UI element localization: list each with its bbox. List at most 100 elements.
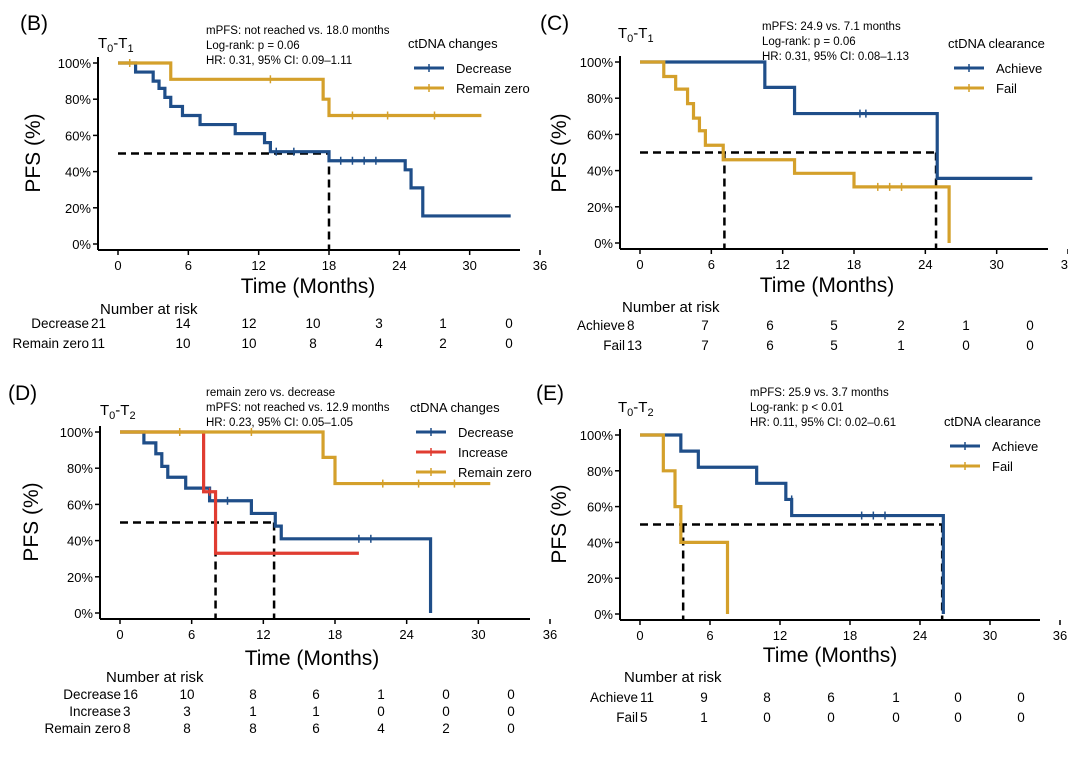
x-axis-title: Time (Months) [241, 275, 376, 298]
x-tick-label: 36 [543, 627, 557, 642]
series-achieve [640, 433, 945, 614]
panel-label: (B) [20, 12, 48, 35]
risk-value: 6 [766, 338, 774, 353]
y-tick-label: 20% [67, 570, 93, 585]
legend-title: ctDNA changes [408, 36, 498, 51]
risk-value: 16 [123, 687, 138, 702]
x-tick-label: 12 [775, 257, 789, 272]
y-tick-label: 60% [67, 497, 93, 512]
legend: ctDNA changes Decrease Remain zero [408, 36, 530, 96]
timepoint-base: T [100, 402, 109, 419]
risk-value: 4 [377, 721, 385, 736]
x-tick-label: 24 [913, 628, 927, 643]
risk-value: 6 [827, 690, 835, 705]
y-tick-label: 20% [587, 200, 613, 215]
timepoint-sub: 0 [109, 410, 115, 422]
risk-value: 2 [897, 318, 905, 333]
km-curve [120, 430, 433, 613]
legend-label: Decrease [456, 61, 512, 76]
risk-value: 5 [830, 338, 838, 353]
legend: ctDNA clearance Achieve Fail [948, 36, 1045, 96]
risk-value: 6 [312, 687, 320, 702]
y-tick-label: 100% [60, 425, 94, 440]
timepoint-sub: 2 [129, 410, 135, 422]
risk-value: 8 [249, 687, 257, 702]
risk-value: 0 [962, 338, 970, 353]
x-axis-title: Time (Months) [763, 644, 898, 667]
risk-table: Number at risk Achieve 11 9 8 6 1 0 0 Fail 5 1 0 0 0 0 0 [590, 669, 1025, 725]
km-curve [640, 433, 730, 614]
y-tick-label: 100% [580, 55, 614, 70]
x-tick-label: 12 [773, 628, 787, 643]
legend-label: Achieve [992, 439, 1038, 454]
risk-value: 3 [183, 704, 191, 719]
series-achieve [640, 60, 1033, 180]
x-tick-label: 18 [328, 627, 342, 642]
km-curve [118, 61, 482, 118]
stats-line: remain zero vs. decrease [206, 387, 335, 399]
y-tick-label: 0% [72, 237, 91, 252]
risk-value: 1 [312, 704, 320, 719]
legend-label: Fail [996, 81, 1017, 96]
risk-row-label: Increase [69, 704, 121, 719]
panel-label: (D) [8, 382, 37, 405]
timepoint-base: T [618, 25, 627, 42]
risk-value: 0 [505, 336, 513, 351]
axes: 0% 20% 40% 60% 80% 100% 0 6 12 18 24 30 36 [580, 55, 1068, 272]
risk-value: 2 [442, 721, 450, 736]
risk-value: 0 [827, 710, 835, 725]
risk-table: Number at risk Achieve 8 7 6 5 2 1 0 Fail 13 7 6 5 1 0 0 [577, 299, 1034, 353]
x-tick-label: 36 [533, 258, 547, 273]
timepoint-sub: 1 [647, 33, 653, 45]
risk-value: 8 [309, 336, 317, 351]
y-tick-label: 40% [65, 165, 91, 180]
x-tick-label: 12 [256, 627, 270, 642]
risk-value: 1 [892, 690, 900, 705]
legend-label: Fail [992, 459, 1013, 474]
x-tick-label: 24 [392, 258, 406, 273]
axes: 0% 20% 40% 60% 80% 100% 0 6 12 18 24 30 36 [580, 428, 1067, 643]
stats-line: Log-rank: p = 0.06 [206, 40, 300, 52]
series-fail [640, 433, 730, 614]
series-remain-zero [120, 428, 491, 488]
risk-value: 1 [249, 704, 257, 719]
legend-title: ctDNA changes [410, 400, 500, 415]
risk-value: 8 [123, 721, 131, 736]
km-curve [640, 60, 951, 243]
risk-value: 0 [442, 687, 450, 702]
risk-value: 1 [897, 338, 905, 353]
risk-value: 8 [183, 721, 191, 736]
stats-line: Log-rank: p < 0.01 [750, 402, 844, 414]
risk-value: 0 [892, 710, 900, 725]
stats-line: HR: 0.31, 95% CI: 0.09–1.11 [206, 55, 352, 67]
y-tick-label: 80% [67, 461, 93, 476]
legend-label: Decrease [458, 425, 514, 440]
x-tick-label: 12 [251, 258, 265, 273]
risk-row-label: Remain zero [12, 336, 89, 351]
risk-value: 1 [377, 687, 385, 702]
x-tick-label: 36 [1061, 257, 1068, 272]
legend: ctDNA clearance Achieve Fail [944, 414, 1041, 474]
x-tick-label: 6 [185, 258, 192, 273]
risk-value: 0 [1026, 338, 1034, 353]
risk-value: 14 [175, 316, 191, 331]
y-tick-label: 0% [594, 236, 613, 251]
risk-value: 0 [442, 704, 450, 719]
legend: ctDNA changes Decrease Increase Remain zero [410, 400, 532, 480]
risk-value: 10 [179, 687, 194, 702]
y-tick-label: 100% [58, 56, 92, 71]
risk-value: 2 [439, 336, 447, 351]
axes: 0% 20% 40% 60% 80% 100% 0 6 12 18 24 30 36 [60, 425, 557, 642]
panel-label: (E) [536, 382, 564, 405]
timepoint-sub: 1 [127, 43, 133, 55]
x-tick-label: 24 [399, 627, 413, 642]
x-axis-title: Time (Months) [245, 647, 380, 670]
risk-row-label: Achieve [590, 690, 638, 705]
x-tick-label: 24 [918, 257, 932, 272]
risk-value: 6 [312, 721, 320, 736]
risk-table-title: Number at risk [622, 299, 720, 316]
risk-value: 13 [627, 338, 642, 353]
risk-value: 8 [763, 690, 771, 705]
